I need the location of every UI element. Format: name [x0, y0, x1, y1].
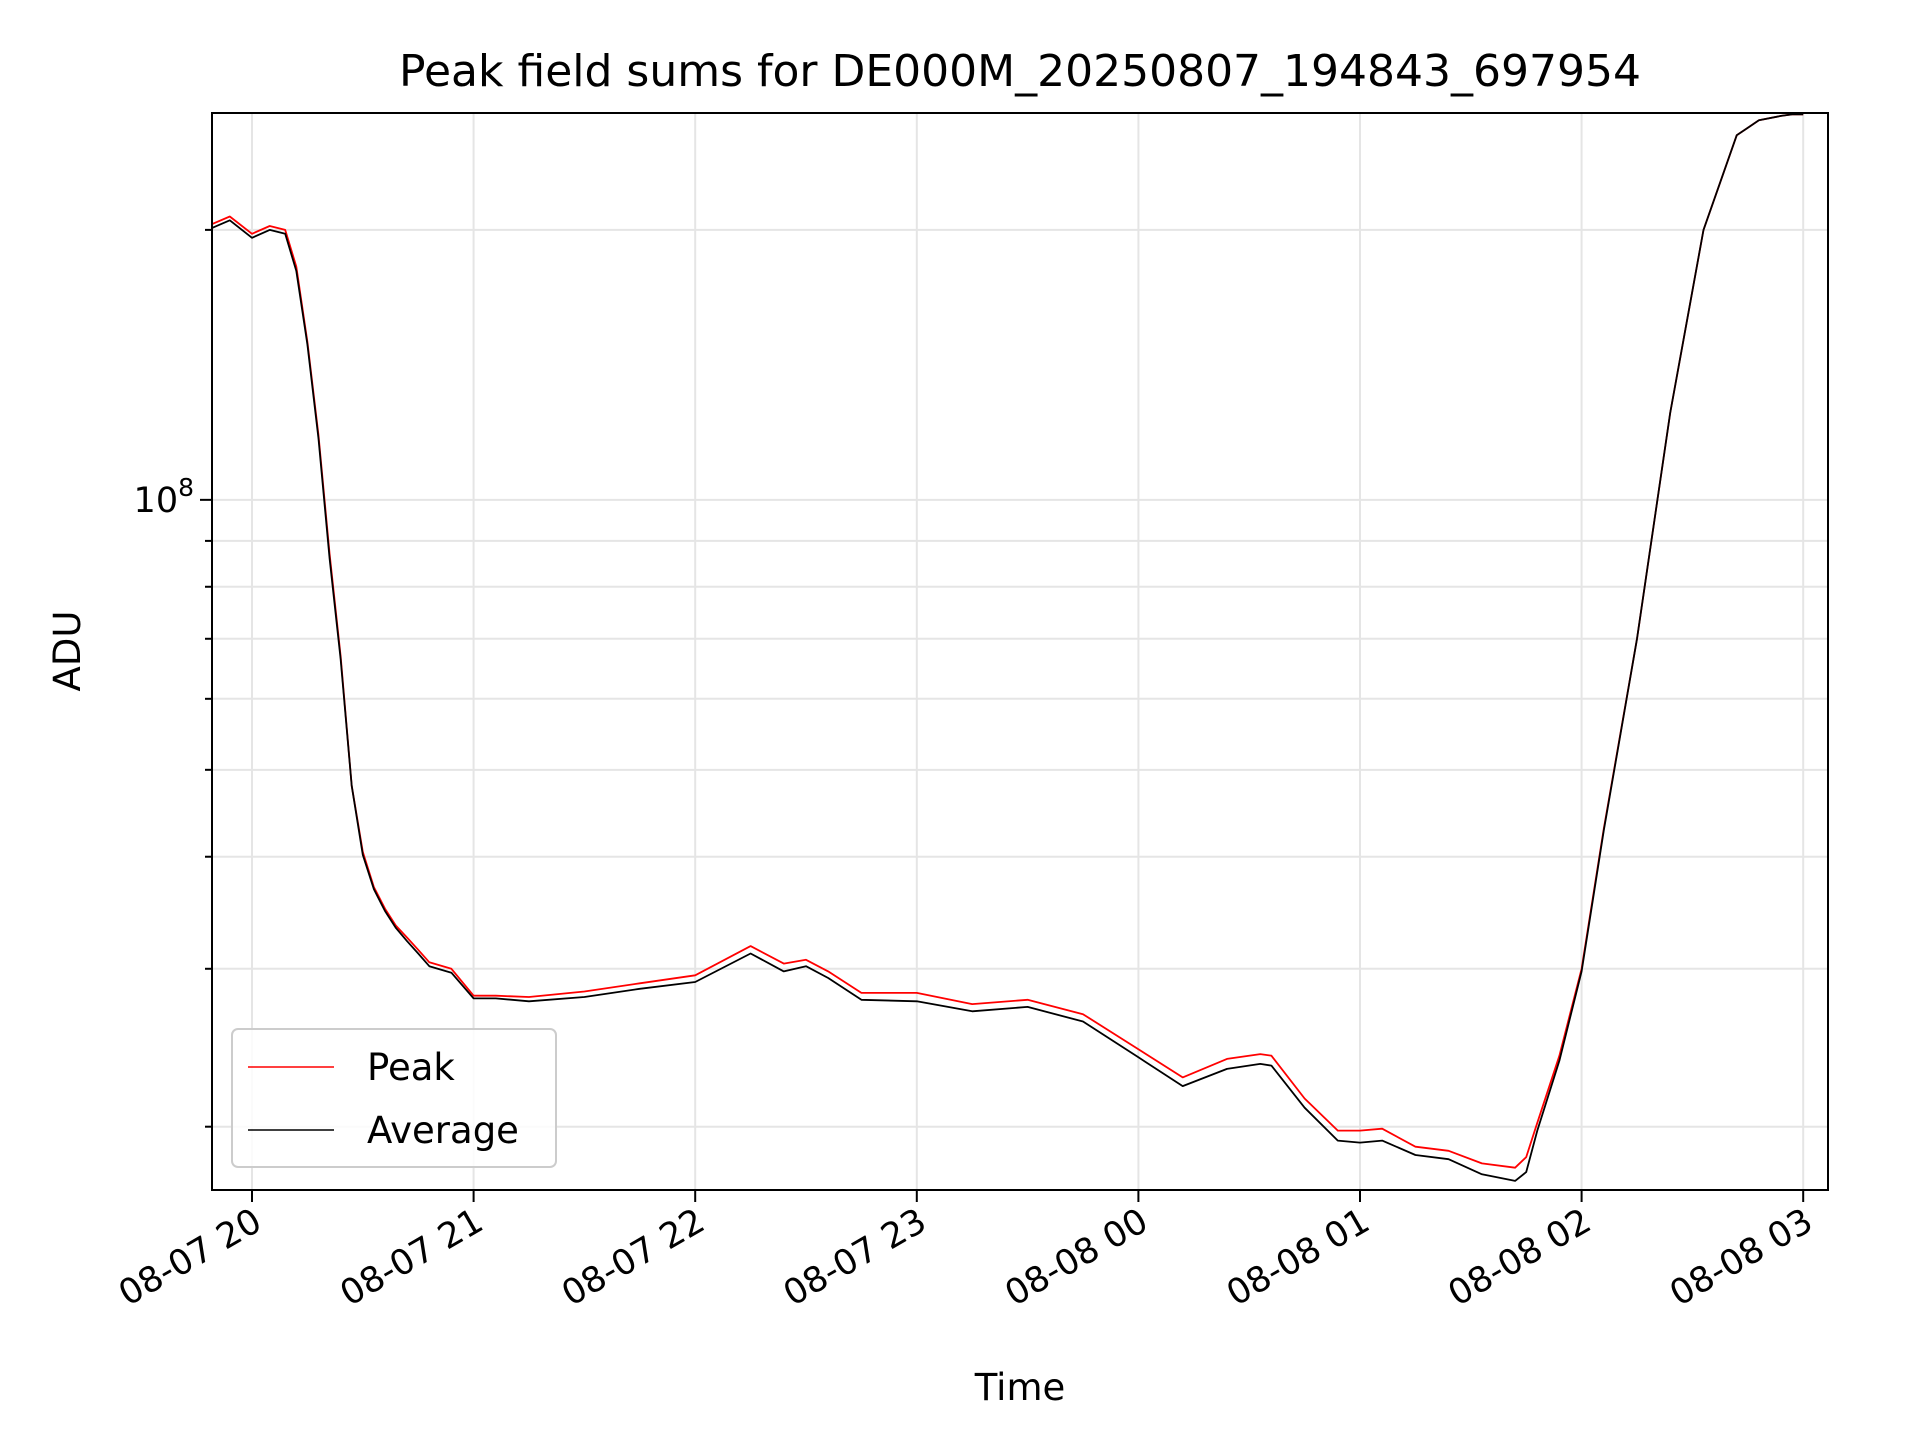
- x-axis-label: Time: [974, 1366, 1066, 1409]
- y-axis: 108: [134, 228, 212, 1128]
- series-layer: [212, 113, 1804, 1182]
- series-line-average: [212, 113, 1804, 1182]
- legend-box: [231, 1028, 557, 1168]
- chart-title: Peak field sums for DE000M_20250807_1948…: [399, 46, 1641, 97]
- legend: Peak Average: [231, 1028, 557, 1168]
- legend-label-peak: Peak: [367, 1046, 455, 1089]
- y-axis-label: ADU: [46, 611, 89, 692]
- grid: [212, 113, 1828, 1190]
- y-tick-label: 108: [134, 473, 194, 521]
- legend-label-average: Average: [367, 1109, 519, 1152]
- plot-frame: [211, 112, 1829, 1191]
